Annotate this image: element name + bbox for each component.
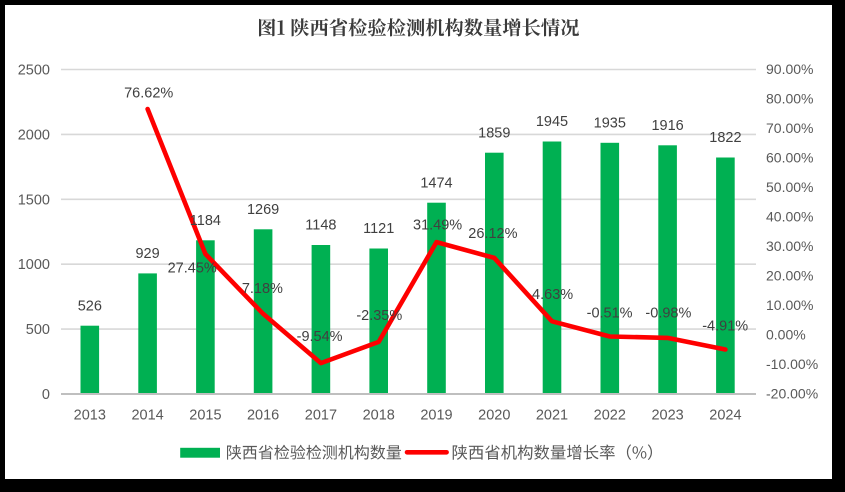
svg-text:526: 526 <box>78 298 102 314</box>
svg-text:2024: 2024 <box>709 407 741 423</box>
svg-text:70.00%: 70.00% <box>766 120 813 136</box>
svg-text:0: 0 <box>42 387 50 403</box>
svg-text:1184: 1184 <box>190 213 221 229</box>
svg-text:76.62%: 76.62% <box>124 85 173 101</box>
svg-text:0.00%: 0.00% <box>766 327 806 343</box>
svg-text:1269: 1269 <box>247 202 279 218</box>
svg-text:27.45%: 27.45% <box>168 260 217 276</box>
svg-text:7.18%: 7.18% <box>242 281 283 297</box>
svg-text:2013: 2013 <box>74 407 106 423</box>
svg-text:1859: 1859 <box>478 125 510 141</box>
svg-text:1916: 1916 <box>651 118 683 134</box>
svg-text:2017: 2017 <box>305 407 337 423</box>
svg-text:2018: 2018 <box>363 407 395 423</box>
svg-text:1500: 1500 <box>18 192 50 208</box>
svg-text:-0.98%: -0.98% <box>645 305 691 321</box>
svg-text:-2.35%: -2.35% <box>356 308 402 324</box>
svg-text:500: 500 <box>26 322 50 338</box>
svg-text:2019: 2019 <box>420 407 452 423</box>
svg-text:-0.51%: -0.51% <box>587 305 633 321</box>
svg-text:30.00%: 30.00% <box>766 238 813 254</box>
svg-text:20.00%: 20.00% <box>766 268 813 284</box>
svg-text:-20.00%: -20.00% <box>766 386 818 402</box>
svg-text:-4.91%: -4.91% <box>702 319 748 335</box>
svg-text:1000: 1000 <box>18 257 50 273</box>
svg-text:1822: 1822 <box>709 130 741 146</box>
svg-text:1935: 1935 <box>594 116 626 132</box>
svg-text:10.00%: 10.00% <box>766 297 813 313</box>
svg-text:2000: 2000 <box>18 127 50 143</box>
svg-text:50.00%: 50.00% <box>766 179 813 195</box>
svg-text:26.12%: 26.12% <box>468 226 517 242</box>
svg-text:1121: 1121 <box>363 221 394 237</box>
svg-text:4.63%: 4.63% <box>532 287 573 303</box>
svg-text:2014: 2014 <box>131 407 163 423</box>
svg-text:929: 929 <box>135 246 159 262</box>
svg-text:1945: 1945 <box>536 114 568 130</box>
svg-text:80.00%: 80.00% <box>766 91 813 107</box>
svg-text:40.00%: 40.00% <box>766 209 813 225</box>
svg-text:2021: 2021 <box>536 407 568 423</box>
svg-text:1148: 1148 <box>305 218 336 234</box>
svg-text:2023: 2023 <box>651 407 683 423</box>
svg-text:1474: 1474 <box>420 175 452 191</box>
svg-text:90.00%: 90.00% <box>766 61 813 77</box>
svg-text:2020: 2020 <box>478 407 510 423</box>
svg-text:2016: 2016 <box>247 407 279 423</box>
svg-text:2022: 2022 <box>594 407 626 423</box>
svg-text:-9.54%: -9.54% <box>297 329 343 345</box>
svg-text:-10.00%: -10.00% <box>766 356 818 372</box>
svg-text:2015: 2015 <box>189 407 221 423</box>
svg-text:2500: 2500 <box>18 63 50 79</box>
svg-text:60.00%: 60.00% <box>766 150 813 166</box>
svg-text:31.49%: 31.49% <box>413 217 462 233</box>
